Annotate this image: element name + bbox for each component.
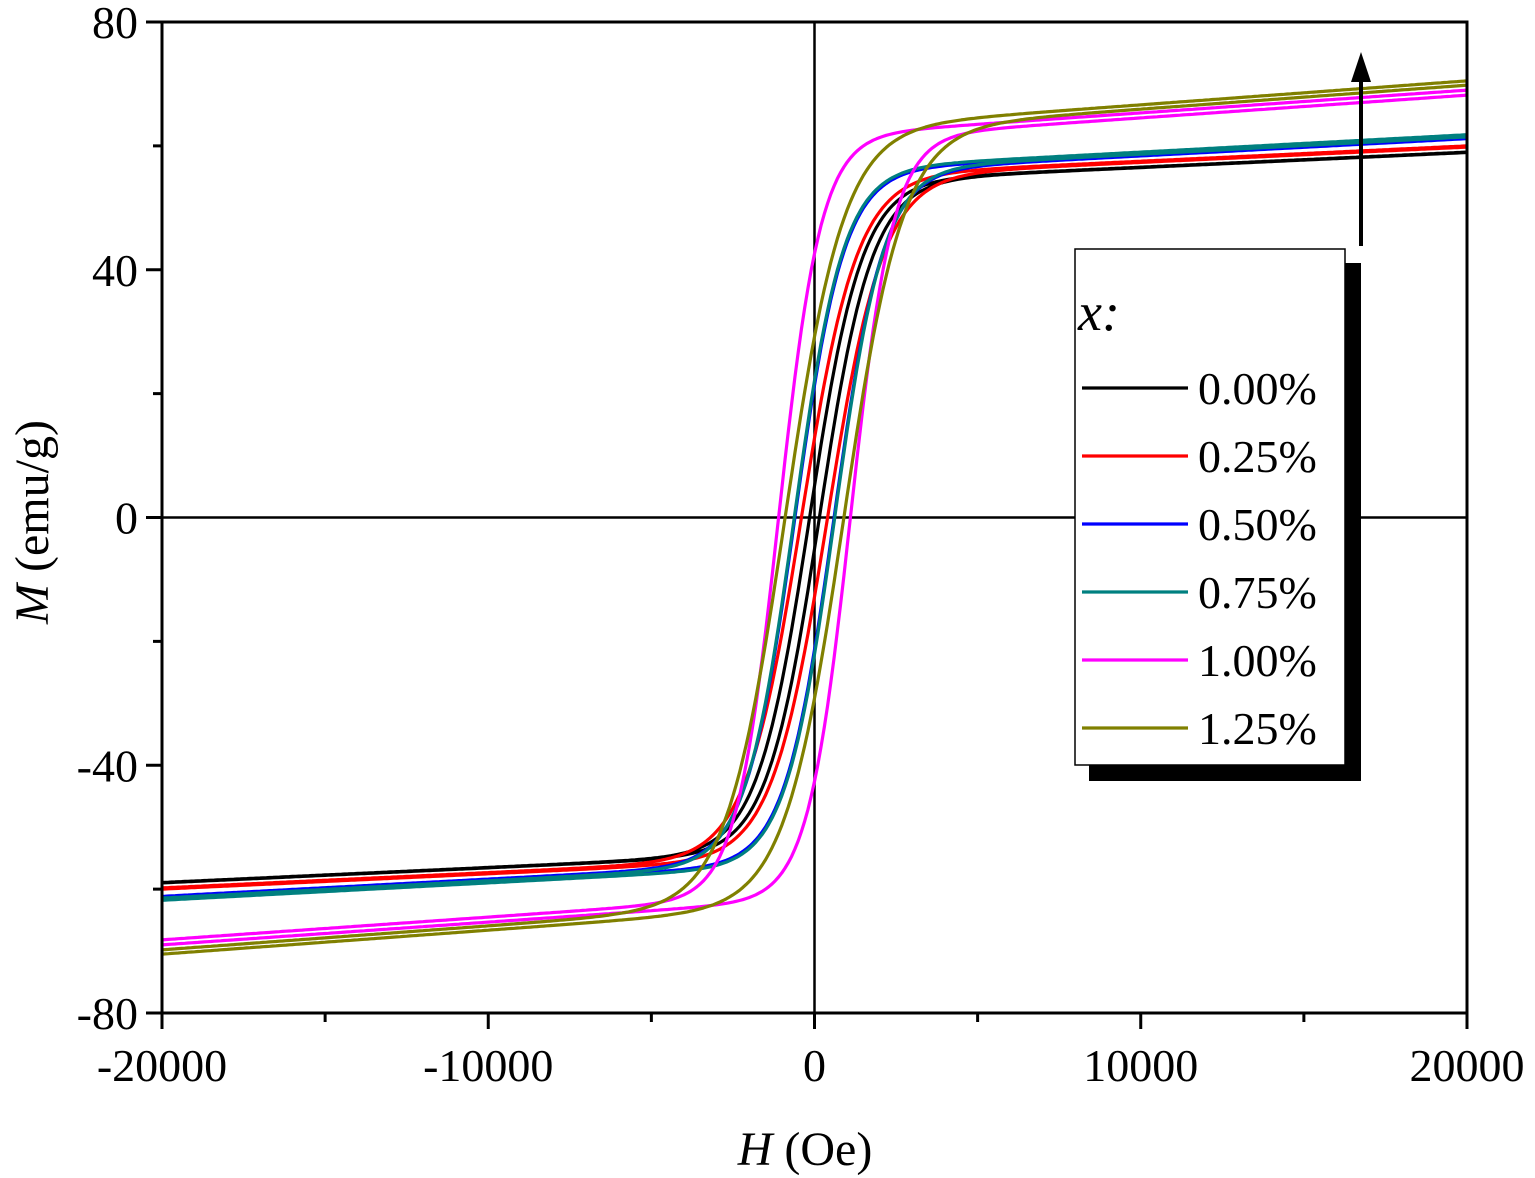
trend-arrow-head: [1351, 52, 1371, 82]
y-axis-title-unit: (emu/g): [6, 420, 59, 584]
trend-arrow: [1351, 52, 1371, 246]
y-tick-label: 80: [92, 0, 138, 48]
legend-label-0: 0.00%: [1198, 363, 1317, 414]
legend-title: x:: [1077, 282, 1120, 342]
y-tick-label: 40: [92, 245, 138, 296]
legend-label-5: 1.25%: [1198, 703, 1317, 754]
legend-box: [1074, 248, 1346, 766]
legend-entries: 0.00% 0.25% 0.50% 0.75% 1.00% 1.25%: [1082, 363, 1317, 754]
y-axis-title: M (emu/g): [6, 420, 59, 625]
series-line-5: [162, 79, 1467, 956]
y-axis-ticks: -80 -40 0 40 80: [77, 0, 162, 1039]
y-tick-label: 0: [115, 493, 138, 544]
x-tick-label: 20000: [1410, 1040, 1525, 1091]
legend-label-4: 1.00%: [1198, 635, 1317, 686]
y-tick-label: -80: [77, 988, 138, 1039]
x-tick-label: 0: [803, 1040, 826, 1091]
legend-label-1: 0.25%: [1198, 431, 1317, 482]
series-group: [162, 79, 1467, 956]
series-line-1: [162, 144, 1467, 891]
series-line-0: [162, 150, 1467, 885]
x-axis-title: H (Oe): [737, 1123, 873, 1176]
x-axis-title-var: H: [737, 1123, 775, 1176]
y-axis-title-var: M: [6, 581, 59, 625]
series-line-4: [162, 88, 1467, 947]
x-tick-label: 10000: [1083, 1040, 1198, 1091]
x-axis-title-unit: (Oe): [772, 1123, 872, 1176]
y-tick-label: -40: [77, 740, 138, 791]
x-tick-label: -10000: [423, 1040, 553, 1091]
x-axis-ticks: -20000 -10000 0 10000 20000: [97, 1013, 1525, 1091]
legend-label-3: 0.75%: [1198, 567, 1317, 618]
legend: x: 0.00% 0.25% 0.50% 0.75% 1.00% 1.25%: [1074, 248, 1361, 781]
x-tick-label: -20000: [97, 1040, 227, 1091]
series-line-3: [162, 133, 1467, 902]
legend-label-2: 0.50%: [1198, 499, 1317, 550]
